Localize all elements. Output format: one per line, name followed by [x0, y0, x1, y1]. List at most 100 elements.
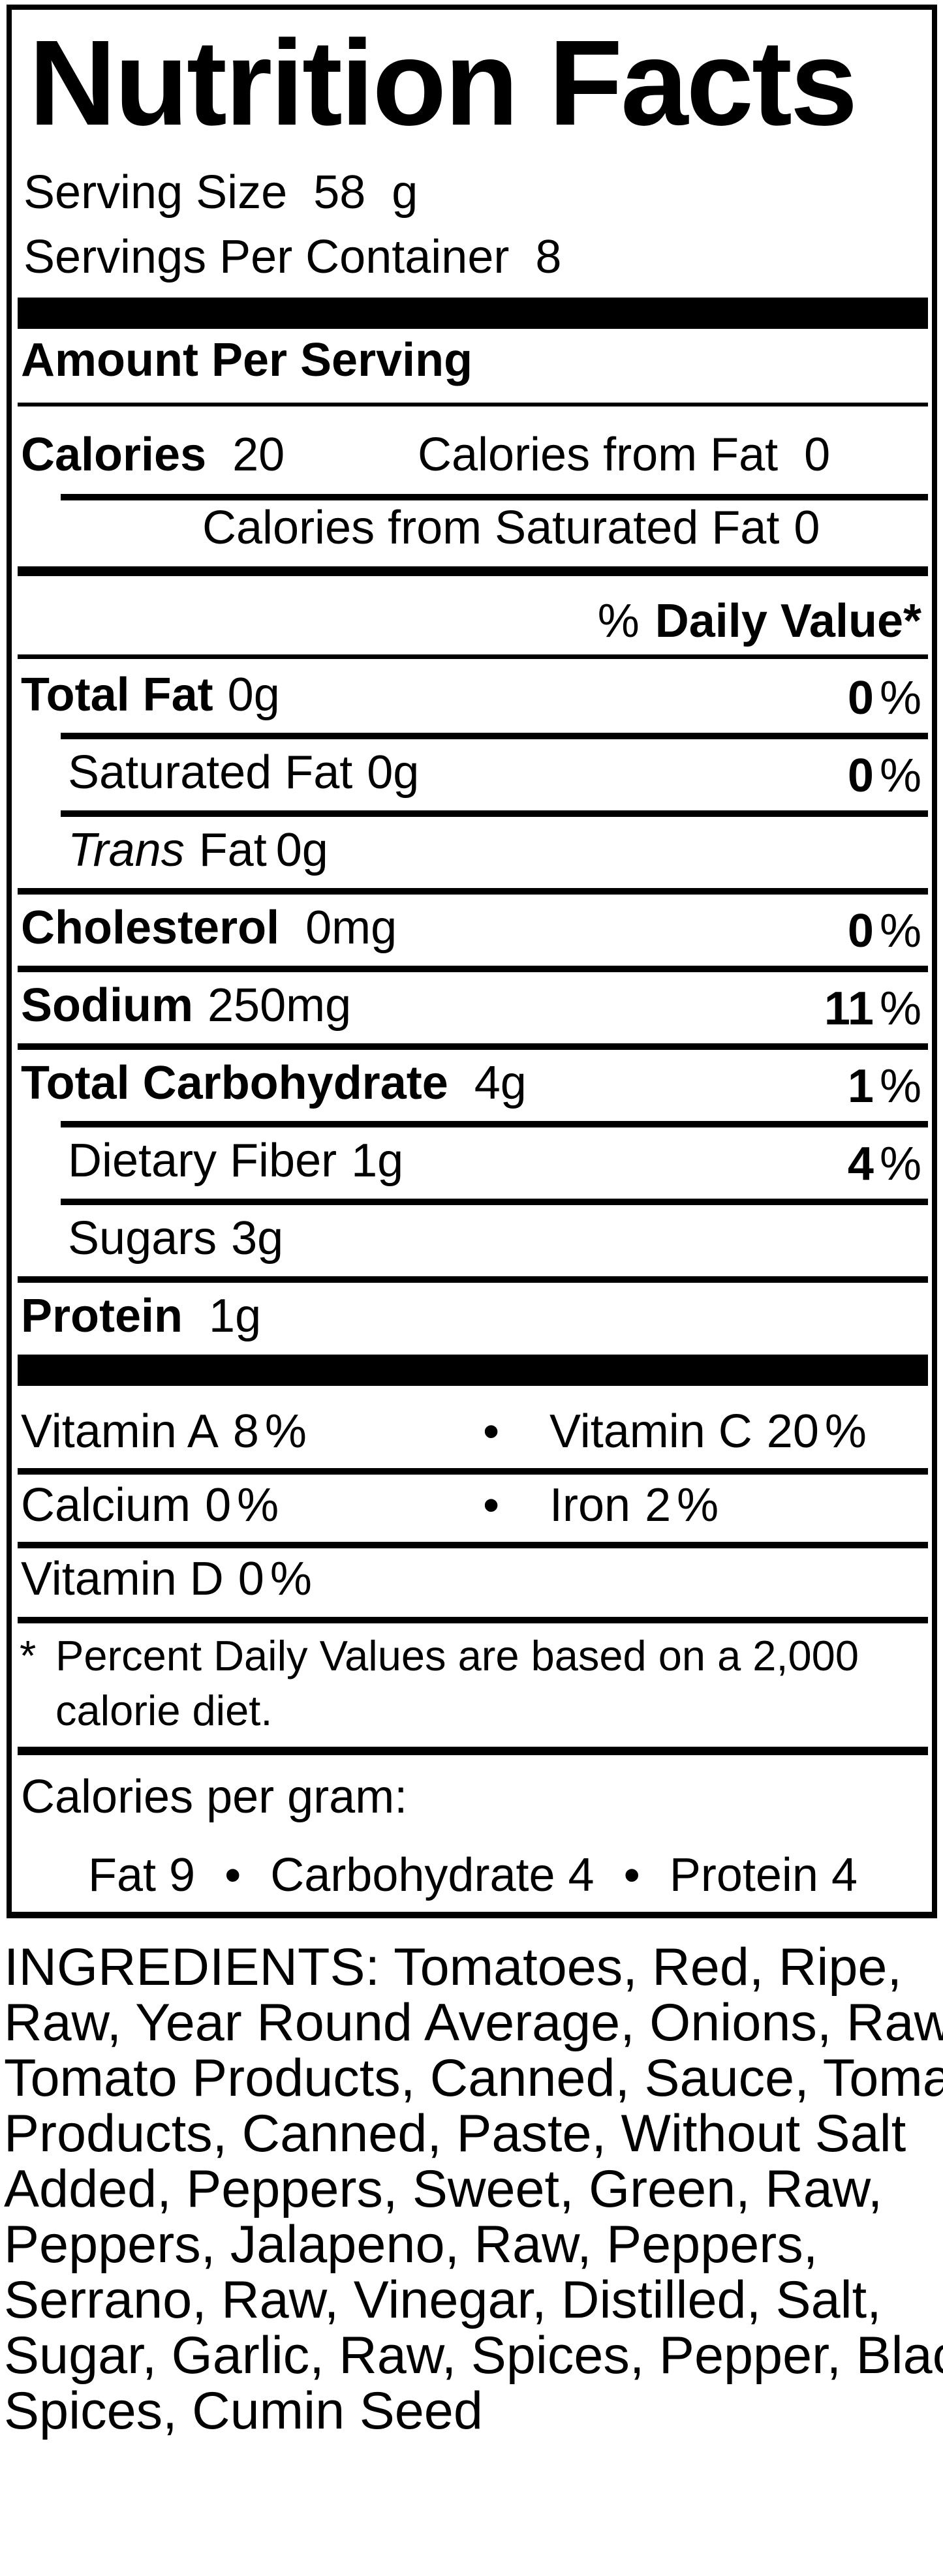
- calcium-cell: Calcium 0%: [21, 1482, 279, 1529]
- sub-divider: [61, 733, 928, 739]
- percent-sign: %: [264, 1405, 307, 1458]
- calories-per-gram-label: Calories per gram:: [21, 1771, 408, 1823]
- calories-from-fat-value: 0: [804, 429, 831, 481]
- iron-cell: Iron 2%: [549, 1482, 719, 1529]
- saturated-fat-row: Saturated Fat 0g: [68, 749, 419, 796]
- total-carbohydrate-amount: 4g: [474, 1057, 527, 1109]
- sub-divider: [61, 1199, 928, 1205]
- vitamin-c-name: Vitamin C: [549, 1405, 752, 1458]
- total-fat-name: Total Fat: [21, 669, 213, 721]
- heavy-divider: [18, 566, 928, 576]
- ingredients-list: INGREDIENTS: Tomatoes, Red, Ripe, Raw, Y…: [4, 1940, 943, 2439]
- dietary-fiber-amount: 1g: [351, 1135, 404, 1187]
- vitamin-d-cell: Vitamin D 0%: [21, 1556, 312, 1602]
- total-fat-amount: 0g: [227, 669, 280, 721]
- calories-per-gram-values: Fat 9 • Carbohydrate 4 • Protein 4: [18, 1852, 928, 1899]
- vitamin-a-name: Vitamin A: [21, 1405, 219, 1458]
- vitamin-d-value: 0: [238, 1553, 264, 1605]
- daily-value-percent-sign: %: [597, 595, 640, 647]
- ingredients-line: Tomato Products, Canned, Sauce, Tomato: [4, 2049, 943, 2108]
- total-carbohydrate-name: Total Carbohydrate: [21, 1057, 448, 1109]
- percent-sign: %: [879, 1060, 921, 1112]
- dietary-fiber-dv-value: 4: [847, 1138, 874, 1190]
- saturated-fat-dv: 0%: [848, 749, 921, 803]
- footnote-line1: Percent Daily Values are based on a 2,00…: [55, 1632, 859, 1679]
- serving-size-label: Serving Size: [23, 166, 288, 219]
- daily-value-header: % Daily Value*: [598, 594, 921, 648]
- percent-sign: %: [879, 750, 921, 802]
- cholesterol-dv-value: 0: [847, 905, 874, 957]
- saturated-fat-amount: 0g: [367, 746, 420, 799]
- sub-divider: [61, 1121, 928, 1127]
- servings-per-container-value: 8: [535, 231, 562, 283]
- ingredients-line: Sugar, Garlic, Raw, Spices, Pepper, Blac…: [4, 2326, 943, 2385]
- ingredients-line: Serrano, Raw, Vinegar, Distilled, Salt,: [4, 2271, 882, 2329]
- dietary-fiber-name: Dietary Fiber: [68, 1135, 337, 1187]
- heavy-divider: [18, 1747, 928, 1755]
- trans-fat-row: Trans Fat 0g: [68, 827, 328, 874]
- ingredients-line: Peppers, Jalapeno, Raw, Peppers,: [4, 2215, 818, 2274]
- amount-per-serving-header: Amount Per Serving: [21, 334, 473, 386]
- serving-size-unit: g: [392, 166, 418, 219]
- ingredients-line: Spices, Cumin Seed: [4, 2382, 483, 2440]
- vitamin-a-cell: Vitamin A 8%: [21, 1408, 307, 1455]
- row-divider: [18, 1276, 928, 1283]
- calcium-name: Calcium: [21, 1479, 191, 1531]
- footnote-line2: calorie diet.: [55, 1687, 273, 1734]
- dietary-fiber-dv: 4%: [848, 1137, 921, 1191]
- total-fat-row: Total Fat 0g: [21, 671, 280, 718]
- row-divider: [18, 1468, 928, 1475]
- calories-from-saturated-fat: Calories from Saturated Fat 0: [202, 504, 820, 551]
- thin-divider: [18, 403, 928, 406]
- calories-label: Calories: [21, 429, 207, 481]
- calories-per-gram-carbohydrate: Carbohydrate 4: [270, 1849, 595, 1901]
- calories-from-saturated-fat-label: Calories from Saturated Fat: [202, 502, 780, 554]
- vitamin-c-cell: Vitamin C 20%: [549, 1408, 867, 1455]
- percent-sign: %: [677, 1479, 719, 1531]
- calories-from-fat-label: Calories from Fat: [418, 429, 779, 481]
- iron-name: Iron: [549, 1479, 631, 1531]
- ingredients-line: Products, Canned, Paste, Without Salt: [4, 2104, 906, 2163]
- serving-size-value: 58: [313, 166, 366, 219]
- total-fat-dv: 0%: [848, 671, 921, 725]
- ingredients-line: Raw, Year Round Average, Onions, Raw,: [4, 1993, 943, 2052]
- thick-separator-bar: [18, 1355, 928, 1386]
- sodium-dv: 11%: [824, 982, 921, 1035]
- total-carbohydrate-dv-value: 1: [847, 1060, 874, 1112]
- row-divider: [18, 1617, 928, 1623]
- ingredients-line: INGREDIENTS: Tomatoes, Red, Ripe,: [4, 1938, 902, 1997]
- dietary-fiber-row: Dietary Fiber 1g: [68, 1137, 403, 1184]
- serving-size-row: Serving Size 58 g: [23, 169, 418, 216]
- vitamin-a-value: 8: [232, 1405, 259, 1458]
- bullet-separator: •: [623, 1849, 640, 1901]
- servings-per-container-row: Servings Per Container 8: [23, 234, 561, 281]
- ingredients-line: Added, Peppers, Sweet, Green, Raw,: [4, 2160, 883, 2218]
- percent-sign: %: [879, 672, 921, 724]
- calories-from-saturated-fat-value: 0: [794, 502, 820, 554]
- sugars-amount: 3g: [231, 1212, 284, 1265]
- total-carbohydrate-dv: 1%: [848, 1060, 921, 1113]
- bullet-separator: •: [483, 1405, 500, 1458]
- daily-value-label: Daily Value*: [655, 595, 921, 647]
- sub-divider: [61, 810, 928, 817]
- protein-row: Protein 1g: [21, 1293, 261, 1340]
- row-divider: [18, 966, 928, 972]
- percent-sign: %: [824, 1405, 867, 1458]
- sodium-name: Sodium: [21, 979, 193, 1032]
- calcium-value: 0: [205, 1479, 232, 1531]
- total-fat-dv-value: 0: [847, 672, 874, 724]
- sugars-name: Sugars: [68, 1212, 217, 1265]
- trans-fat-name: Fat: [198, 824, 267, 876]
- trans-fat-amount: 0g: [275, 824, 328, 876]
- percent-sign: %: [237, 1479, 279, 1531]
- cholesterol-amount: 0mg: [305, 902, 397, 954]
- percent-sign: %: [879, 1138, 921, 1190]
- bullet-separator: •: [224, 1849, 241, 1901]
- calories-row: Calories 20: [21, 431, 285, 478]
- percent-sign: %: [879, 983, 921, 1035]
- label-title: Nutrition Facts: [29, 16, 858, 151]
- saturated-fat-name: Saturated Fat: [68, 746, 353, 799]
- servings-per-container-label: Servings Per Container: [23, 231, 510, 283]
- nutrition-facts-panel-border: [7, 5, 937, 1918]
